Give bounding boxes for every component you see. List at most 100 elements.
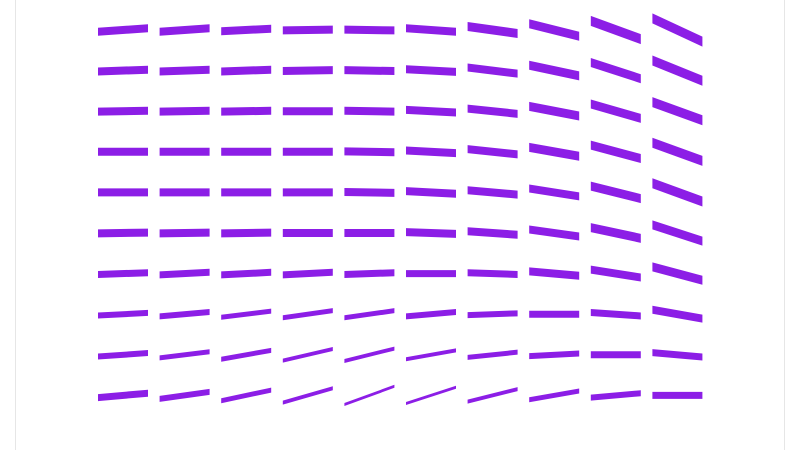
arrow-segment (529, 101, 580, 121)
arrow-segment (590, 140, 641, 163)
arrow-segment (159, 188, 210, 197)
arrow-segment (344, 187, 395, 197)
arrow-segment (652, 97, 703, 126)
arrow-segment (590, 181, 641, 204)
arrow-segment (98, 65, 148, 76)
arrow-segment (406, 348, 456, 362)
arrow-segment (652, 178, 703, 207)
arrow-segment (221, 188, 272, 197)
arrow-segment (98, 350, 148, 360)
arrow-segment (344, 25, 395, 35)
arrow-segment (467, 186, 518, 199)
arrow-segment (652, 349, 703, 361)
arrow-segment (590, 15, 641, 45)
arrow-segment (159, 268, 210, 279)
arrow-segment (98, 389, 148, 402)
arrow-segment (159, 65, 210, 76)
arrow-segment (221, 308, 272, 320)
arrow-segment (159, 388, 210, 402)
arrow-segment (590, 308, 641, 320)
arrow-segment (652, 55, 703, 86)
arrow-segment (590, 390, 641, 401)
arrow-segment (159, 309, 210, 320)
arrow-segment (98, 309, 148, 319)
arrow-segment (282, 268, 333, 279)
arrow-segment (221, 387, 272, 404)
arrow-segment (98, 24, 148, 36)
arrow-segment (652, 220, 703, 246)
arrow-segment (159, 349, 210, 361)
arrow-segment (529, 388, 580, 403)
arrow-segment (282, 386, 333, 405)
arrow-segment (467, 310, 518, 319)
arrow-segment (344, 269, 395, 278)
arrow-segment (344, 147, 395, 157)
arrow-segment (221, 228, 272, 238)
arrow-segment (221, 147, 272, 156)
arrow-segment (406, 146, 456, 158)
arrow-segment (282, 66, 333, 76)
arrow-segment (467, 269, 518, 278)
arrow-segment (652, 305, 703, 323)
arrow-segment (529, 142, 580, 161)
arrow-segment (344, 308, 395, 321)
arrow-segment (221, 24, 272, 36)
arrow-segment (221, 347, 272, 362)
arrow-segment (406, 105, 456, 117)
arrow-segment (98, 228, 148, 238)
arrow-segment (529, 225, 580, 241)
arrow-segment (529, 350, 580, 360)
arrow-segment (467, 349, 518, 360)
arrow-segment (467, 227, 518, 239)
arrow-segment (467, 63, 518, 78)
arrow-segment (406, 385, 456, 406)
arrow-segment (529, 19, 580, 41)
arrow-segment (344, 106, 395, 116)
arrow-segment (344, 384, 395, 406)
arrow-segment (529, 267, 580, 280)
arrow-segment (590, 223, 641, 243)
arrow-segment (406, 309, 456, 320)
arrow-segment (344, 346, 395, 364)
arrow-segment (159, 228, 210, 238)
arrow-segment (282, 347, 333, 363)
arrow-segment (159, 147, 210, 156)
arrow-segment (98, 147, 148, 156)
arrow-segment (467, 387, 518, 404)
arrow-segment (221, 65, 272, 76)
arrow-segment (652, 137, 703, 166)
arrow-segment (406, 65, 456, 76)
arrow-segment (652, 391, 703, 399)
arrow-segment (529, 310, 580, 318)
arrow-segment (282, 188, 333, 197)
arrow-segment (467, 21, 518, 39)
arrow-segment (221, 268, 272, 279)
arrow-segment (98, 269, 148, 278)
arrow-segment (282, 229, 333, 237)
arrow-segment (529, 184, 580, 201)
arrow-segment (529, 60, 580, 81)
arrow-segment (590, 265, 641, 282)
arrow-segment (467, 145, 518, 159)
arrow-segment (467, 104, 518, 118)
arrow-segment (98, 188, 148, 197)
arrow-segment (282, 147, 333, 156)
arrow-segment (344, 66, 395, 76)
arrow-segment (406, 270, 456, 278)
arrow-segment (344, 229, 395, 237)
arrow-segment (406, 187, 456, 198)
arrow-segment (590, 351, 641, 359)
arrow-segment (590, 99, 641, 123)
arrow-segment (652, 262, 703, 285)
arrow-segment (221, 106, 272, 116)
arrow-segment (282, 25, 333, 35)
arrow-segment (159, 24, 210, 36)
arrow-segment (406, 24, 456, 36)
arrow-segment (282, 308, 333, 321)
arrow-segment (159, 106, 210, 116)
arrow-segment (98, 106, 148, 116)
arrow-segment (652, 13, 703, 47)
arrow-segment (406, 228, 456, 238)
